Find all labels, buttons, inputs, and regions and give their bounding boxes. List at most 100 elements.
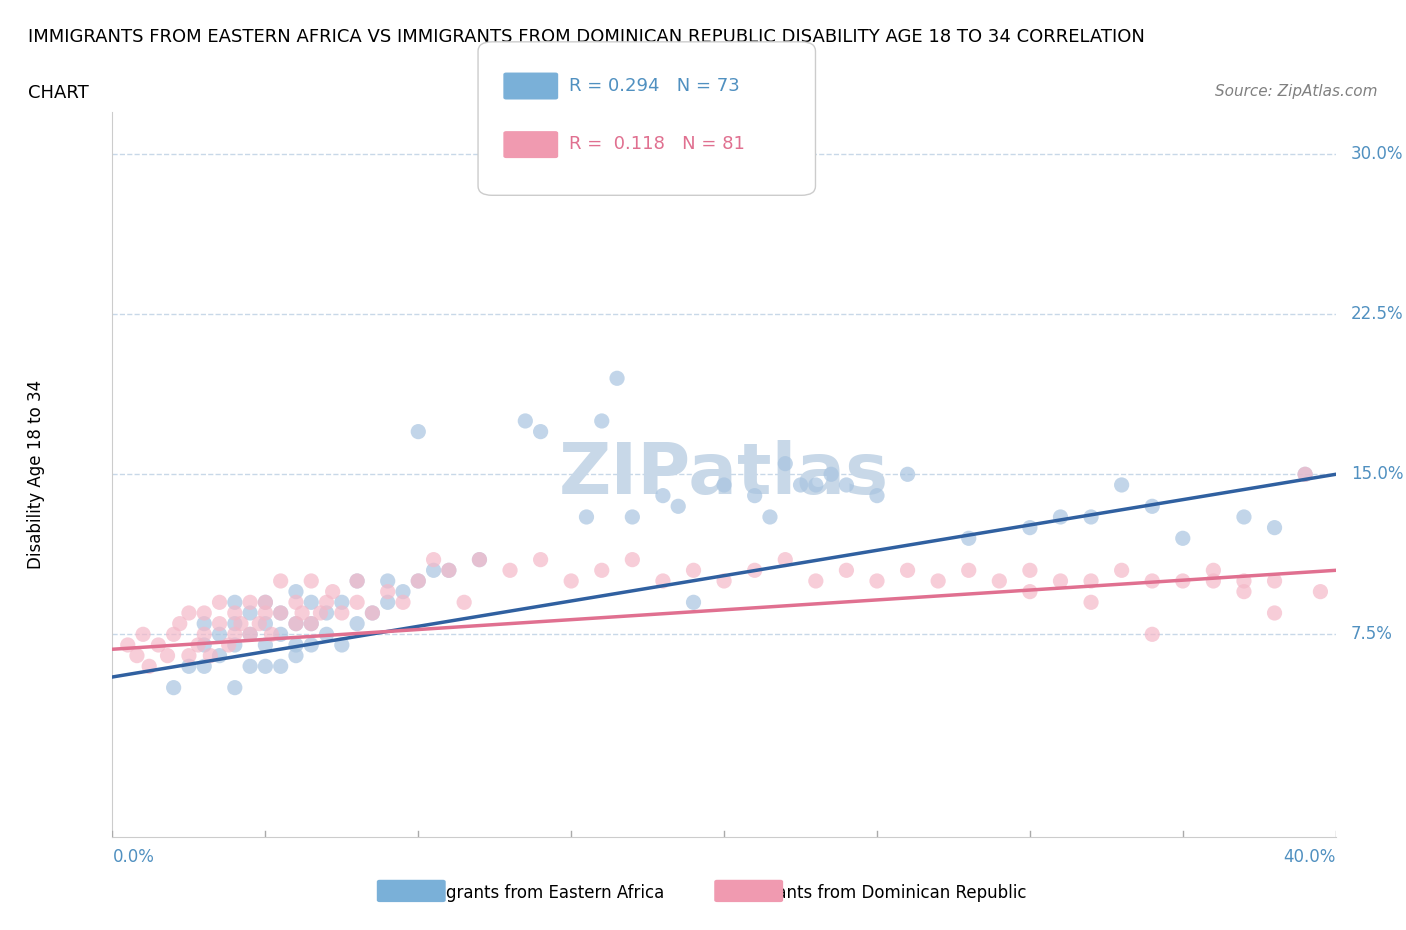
Point xyxy=(270,605,292,620)
Point xyxy=(177,658,200,673)
Point xyxy=(652,574,675,589)
Point xyxy=(156,648,179,663)
Point xyxy=(1264,574,1286,589)
Point xyxy=(169,617,191,631)
Point xyxy=(270,627,292,642)
Point xyxy=(299,617,322,631)
Point xyxy=(591,414,613,429)
Point xyxy=(744,563,766,578)
Point xyxy=(254,605,277,620)
Point xyxy=(422,563,444,578)
Point xyxy=(361,605,384,620)
Point xyxy=(453,595,475,610)
Point xyxy=(437,563,460,578)
Text: Source: ZipAtlas.com: Source: ZipAtlas.com xyxy=(1215,84,1378,99)
Text: Immigrants from Dominican Republic: Immigrants from Dominican Republic xyxy=(717,884,1026,902)
Point xyxy=(239,627,262,642)
Point xyxy=(957,563,980,578)
Point xyxy=(361,605,384,620)
Point xyxy=(224,627,246,642)
Point xyxy=(1018,563,1040,578)
Point xyxy=(187,638,209,653)
Point xyxy=(1171,531,1194,546)
Point xyxy=(299,595,322,610)
Point xyxy=(591,563,613,578)
Point xyxy=(392,584,415,599)
Point xyxy=(200,648,222,663)
Point xyxy=(1049,574,1071,589)
Point xyxy=(254,595,277,610)
Text: 15.0%: 15.0% xyxy=(1351,465,1403,484)
Point xyxy=(468,552,491,567)
Point xyxy=(1202,574,1225,589)
Point xyxy=(1111,563,1133,578)
Point xyxy=(866,488,889,503)
Point xyxy=(193,605,215,620)
Point xyxy=(789,477,811,492)
Point xyxy=(270,658,292,673)
Text: 22.5%: 22.5% xyxy=(1351,305,1403,324)
Point xyxy=(392,595,415,610)
Text: CHART: CHART xyxy=(28,84,89,101)
Point xyxy=(239,605,262,620)
Point xyxy=(775,552,797,567)
Point xyxy=(239,658,262,673)
Point xyxy=(315,595,337,610)
Point xyxy=(1018,584,1040,599)
Text: 30.0%: 30.0% xyxy=(1351,145,1403,164)
Point xyxy=(208,617,231,631)
Point xyxy=(1049,510,1071,525)
Point xyxy=(804,477,827,492)
Text: R =  0.118   N = 81: R = 0.118 N = 81 xyxy=(569,135,745,153)
Point xyxy=(377,584,399,599)
Point xyxy=(138,658,160,673)
Point xyxy=(1080,510,1102,525)
Point xyxy=(346,617,368,631)
Point xyxy=(284,617,308,631)
Point xyxy=(193,627,215,642)
Point xyxy=(309,605,332,620)
Point xyxy=(560,574,582,589)
Point xyxy=(208,627,231,642)
Point xyxy=(1233,574,1256,589)
Point xyxy=(621,510,644,525)
Point xyxy=(377,574,399,589)
Point xyxy=(284,638,308,653)
Point xyxy=(163,680,186,695)
Point xyxy=(177,605,200,620)
Point xyxy=(666,498,689,513)
Point xyxy=(132,627,155,642)
Point xyxy=(177,648,200,663)
Point xyxy=(437,563,460,578)
Text: Disability Age 18 to 34: Disability Age 18 to 34 xyxy=(27,379,45,569)
Point xyxy=(499,563,522,578)
Point xyxy=(193,617,215,631)
Point xyxy=(346,574,368,589)
Point xyxy=(254,617,277,631)
Point xyxy=(1294,467,1316,482)
Point xyxy=(270,605,292,620)
Point xyxy=(208,648,231,663)
Point xyxy=(284,584,308,599)
Point xyxy=(1171,574,1194,589)
Point xyxy=(835,563,858,578)
Point xyxy=(1294,467,1316,482)
Point xyxy=(117,638,139,653)
Point xyxy=(1080,595,1102,610)
Text: 7.5%: 7.5% xyxy=(1351,625,1393,644)
Point xyxy=(713,574,735,589)
Point xyxy=(897,467,920,482)
Point xyxy=(682,595,704,610)
Point xyxy=(239,595,262,610)
Point xyxy=(897,563,920,578)
Point xyxy=(193,638,215,653)
Point xyxy=(229,617,252,631)
Point xyxy=(208,595,231,610)
Point xyxy=(804,574,827,589)
Point xyxy=(125,648,148,663)
Point xyxy=(163,627,186,642)
Point xyxy=(408,424,430,439)
Point xyxy=(330,638,353,653)
Point xyxy=(224,595,246,610)
Point xyxy=(1142,627,1164,642)
